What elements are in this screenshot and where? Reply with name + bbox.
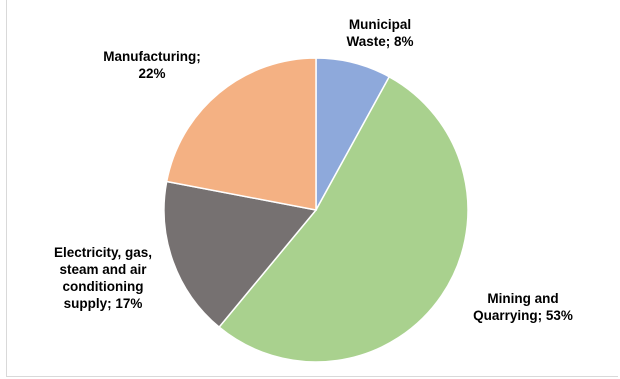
slice-label-line: Waste; 8% — [346, 34, 413, 49]
slice-label-line: supply; 17% — [64, 296, 143, 311]
slice-label-line: Municipal — [349, 17, 411, 32]
slice-label-line: Mining and — [487, 291, 558, 306]
slice-label-line: conditioning — [63, 279, 144, 294]
slice-label-line: Electricity, gas, — [54, 245, 152, 260]
pie-slice-1 — [218, 75, 469, 363]
pie-slice-2 — [163, 180, 318, 329]
slice-label-1: Mining and Quarrying; 53% — [473, 291, 573, 323]
slice-label-line: Manufacturing; — [103, 49, 201, 64]
chart-area — [6, 0, 618, 377]
slice-label-0: Municipal Waste; 8% — [346, 17, 413, 49]
slice-label-2: Electricity, gas, steam and air conditioni… — [54, 245, 152, 311]
slice-label-3: Manufacturing; 22% — [103, 49, 201, 81]
slice-label-line: steam and air — [59, 262, 147, 277]
slice-label-line: 22% — [138, 66, 165, 81]
pie-slice-3 — [165, 57, 317, 211]
slice-label-line: Quarrying; 53% — [473, 308, 573, 323]
